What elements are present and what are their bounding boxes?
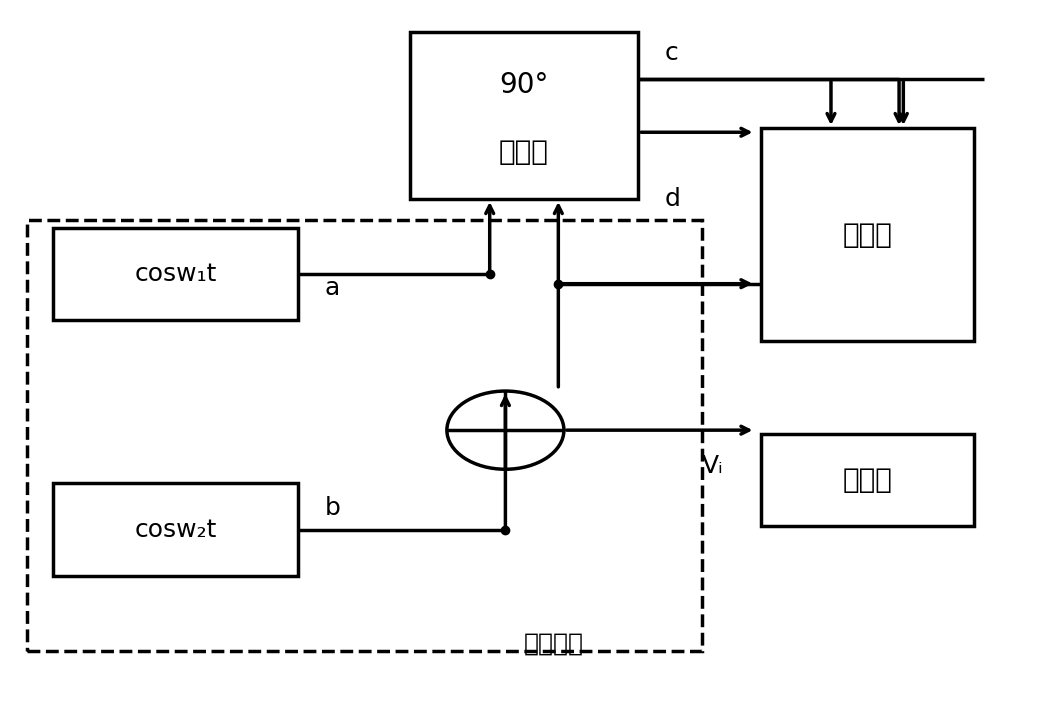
Bar — [53, 228, 298, 320]
Text: c: c — [665, 41, 679, 65]
Bar — [410, 32, 638, 199]
Bar — [27, 220, 702, 651]
Text: cosw₂t: cosw₂t — [134, 518, 217, 542]
Bar — [53, 483, 298, 576]
Text: 校准信号: 校准信号 — [523, 631, 583, 656]
Text: 移相器: 移相器 — [499, 139, 549, 166]
Text: b: b — [325, 496, 340, 520]
Text: d: d — [665, 187, 681, 211]
Bar — [761, 434, 974, 526]
Bar — [761, 128, 974, 341]
Text: 解调器: 解调器 — [843, 220, 892, 249]
Text: a: a — [325, 276, 339, 300]
Text: Vᵢ: Vᵢ — [702, 454, 724, 478]
Text: cosw₁t: cosw₁t — [134, 262, 217, 286]
Text: 加法器: 加法器 — [843, 466, 892, 494]
Text: 90°: 90° — [499, 72, 549, 100]
